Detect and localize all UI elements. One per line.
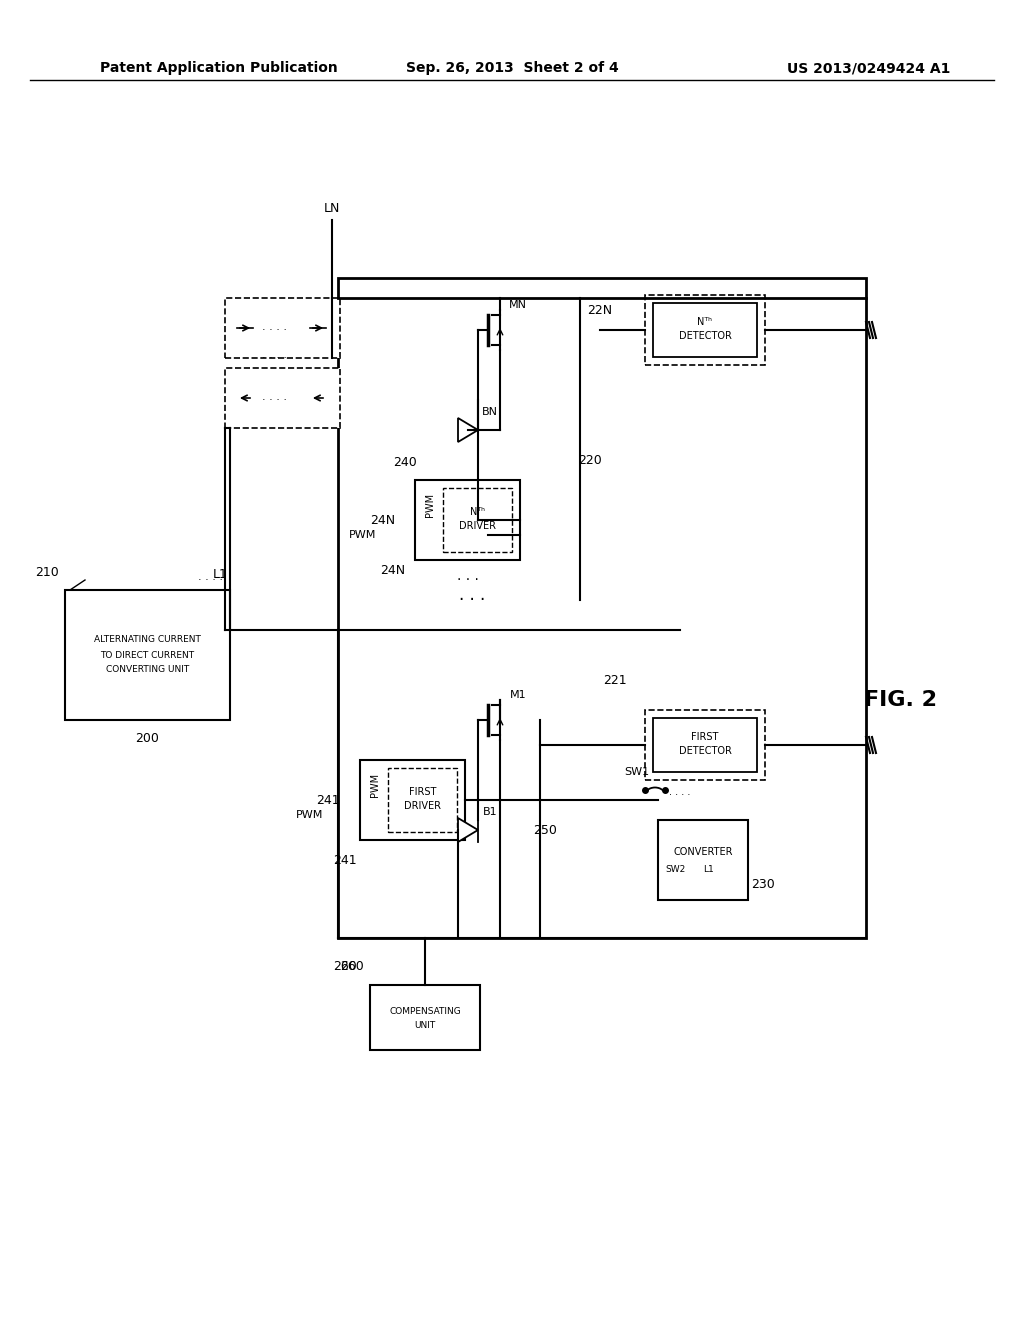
Text: CONVERTER: CONVERTER: [673, 847, 733, 857]
Text: 24N: 24N: [381, 564, 406, 577]
Text: · · ·: · · ·: [457, 573, 478, 587]
Text: 241: 241: [316, 793, 340, 807]
Text: · · · ·: · · · ·: [262, 352, 288, 363]
Text: PWM: PWM: [296, 810, 324, 820]
Text: CONVERTING UNIT: CONVERTING UNIT: [105, 665, 189, 675]
Text: DETECTOR: DETECTOR: [679, 746, 731, 756]
Text: UNIT: UNIT: [415, 1020, 435, 1030]
Text: 260: 260: [333, 961, 357, 974]
Text: 24N: 24N: [371, 513, 395, 527]
Text: 220: 220: [579, 454, 602, 466]
Text: · · · ·: · · · ·: [670, 789, 690, 800]
Text: · · · ·: · · · ·: [262, 325, 288, 335]
Text: PWM: PWM: [425, 492, 435, 517]
Text: SW2: SW2: [666, 866, 686, 874]
Text: 241: 241: [333, 854, 356, 866]
Text: US 2013/0249424 A1: US 2013/0249424 A1: [786, 61, 950, 75]
Text: 250: 250: [534, 824, 557, 837]
Text: FIRST: FIRST: [409, 787, 436, 797]
Text: PWM: PWM: [349, 531, 377, 540]
Polygon shape: [458, 818, 478, 842]
Text: COMPENSATING: COMPENSATING: [389, 1007, 461, 1016]
Bar: [658, 820, 748, 900]
Text: B1: B1: [482, 807, 498, 817]
Text: 230: 230: [752, 879, 775, 891]
Bar: [645, 710, 765, 780]
Text: LN: LN: [324, 202, 340, 214]
Text: PWM: PWM: [370, 774, 380, 797]
Text: DRIVER: DRIVER: [404, 801, 441, 810]
Text: 260: 260: [340, 961, 364, 974]
Text: Patent Application Publication: Patent Application Publication: [100, 61, 338, 75]
Text: · · · ·: · · · ·: [198, 576, 222, 585]
Bar: [388, 768, 457, 832]
Text: · · ·: · · ·: [460, 591, 485, 609]
Text: TO DIRECT CURRENT: TO DIRECT CURRENT: [100, 651, 195, 660]
Bar: [653, 304, 757, 356]
Text: L1: L1: [213, 569, 227, 582]
Bar: [370, 985, 480, 1049]
Text: · · · ·: · · · ·: [262, 395, 288, 405]
Polygon shape: [458, 418, 478, 442]
Text: MN: MN: [509, 300, 527, 310]
Bar: [360, 760, 465, 840]
Text: DRIVER: DRIVER: [459, 521, 496, 531]
Text: SW1: SW1: [625, 767, 649, 777]
Text: L1: L1: [702, 866, 714, 874]
Text: FIRST: FIRST: [691, 733, 719, 742]
Bar: [65, 590, 230, 719]
Text: Sep. 26, 2013  Sheet 2 of 4: Sep. 26, 2013 Sheet 2 of 4: [406, 61, 618, 75]
Text: BN: BN: [482, 407, 498, 417]
Text: DETECTOR: DETECTOR: [679, 331, 731, 341]
Bar: [338, 279, 866, 939]
Bar: [415, 480, 520, 560]
Bar: [443, 488, 512, 552]
Text: 22N: 22N: [588, 304, 612, 317]
Text: 240: 240: [393, 455, 417, 469]
Text: FIG. 2: FIG. 2: [863, 690, 937, 710]
Bar: [653, 718, 757, 772]
Text: Nᵀʰ: Nᵀʰ: [470, 507, 485, 517]
Text: 200: 200: [135, 731, 160, 744]
Text: ALTERNATING CURRENT: ALTERNATING CURRENT: [94, 635, 201, 644]
Text: Nᵀʰ: Nᵀʰ: [697, 317, 713, 327]
Text: M1: M1: [510, 690, 526, 700]
Bar: [645, 294, 765, 366]
Text: 210: 210: [35, 565, 58, 578]
Bar: [225, 298, 340, 358]
Bar: [225, 368, 340, 428]
Text: 221: 221: [603, 673, 627, 686]
